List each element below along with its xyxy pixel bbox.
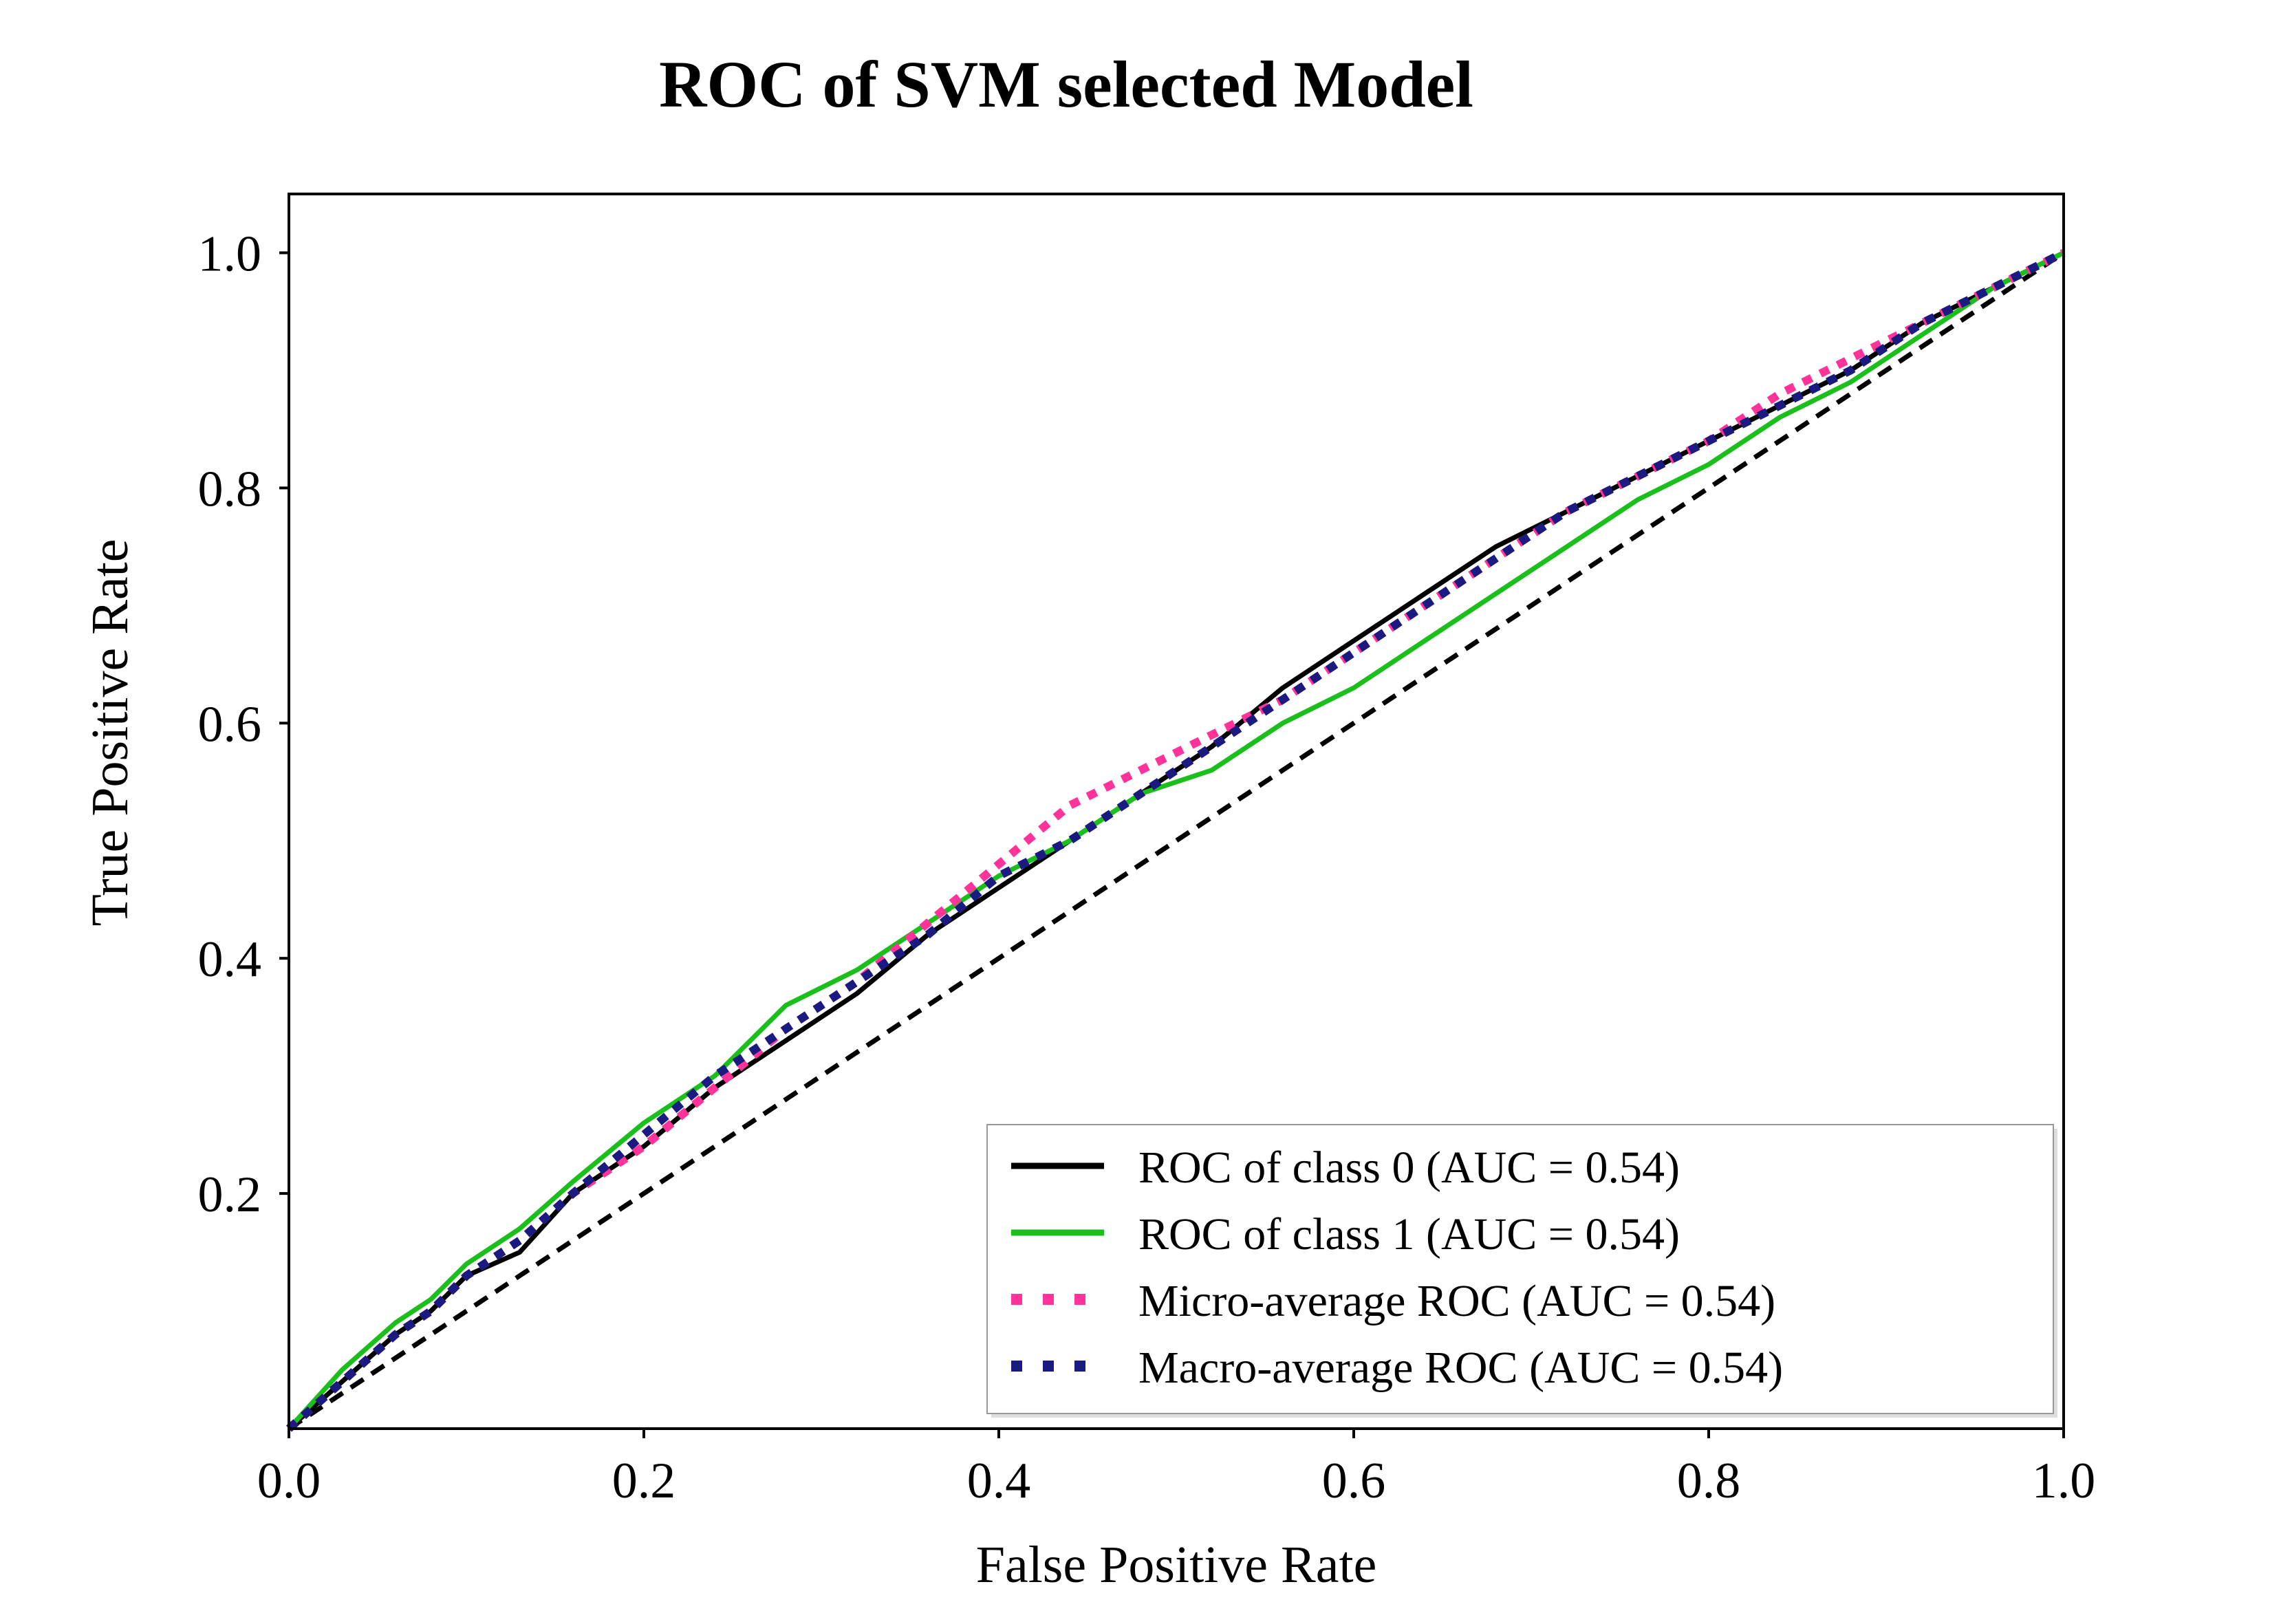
series-line-3 (286, 249, 2066, 1432)
y-tick-label: 0.6 (198, 696, 262, 753)
x-tick-label: 1.0 (2032, 1453, 2096, 1509)
legend-box (986, 1124, 2054, 1414)
x-tick-label: 0.8 (1677, 1453, 1741, 1509)
legend-label: Micro-average ROC (AUC = 0.54) (1138, 1276, 1775, 1326)
chart-title: ROC of SVM selected Model (659, 47, 1473, 121)
chance-line (288, 250, 2065, 1431)
x-tick-label: 0.2 (612, 1453, 676, 1509)
y-tick-label: 1.0 (198, 226, 262, 282)
y-axis-label: True Positive Rate (81, 539, 139, 927)
legend-label: Macro-average ROC (AUC = 0.54) (1138, 1343, 1783, 1393)
y-tick-label: 0.8 (198, 461, 262, 517)
plot-frame (288, 193, 2065, 1430)
x-axis-ticks: 0.0 0.2 0.4 0.6 0.8 1.0 (257, 1429, 2096, 1509)
y-tick-label: 0.2 (198, 1167, 262, 1223)
x-tick-label: 0.6 (1322, 1453, 1386, 1509)
y-tick-label: 0.4 (198, 931, 262, 988)
series-line-2 (286, 249, 2066, 1432)
legend-label: ROC of class 0 (AUC = 0.54) (1138, 1143, 1680, 1193)
y-axis-ticks: 0.2 0.4 0.6 0.8 1.0 (198, 226, 289, 1223)
legend-label: ROC of class 1 (AUC = 0.54) (1138, 1209, 1680, 1259)
x-tick-label: 0.4 (967, 1453, 1031, 1509)
series-lines (286, 249, 2066, 1432)
x-axis-label: False Positive Rate (976, 1536, 1377, 1594)
x-tick-label: 0.0 (257, 1453, 321, 1509)
legend: ROC of class 0 (AUC = 0.54) ROC of class … (986, 1124, 2057, 1418)
